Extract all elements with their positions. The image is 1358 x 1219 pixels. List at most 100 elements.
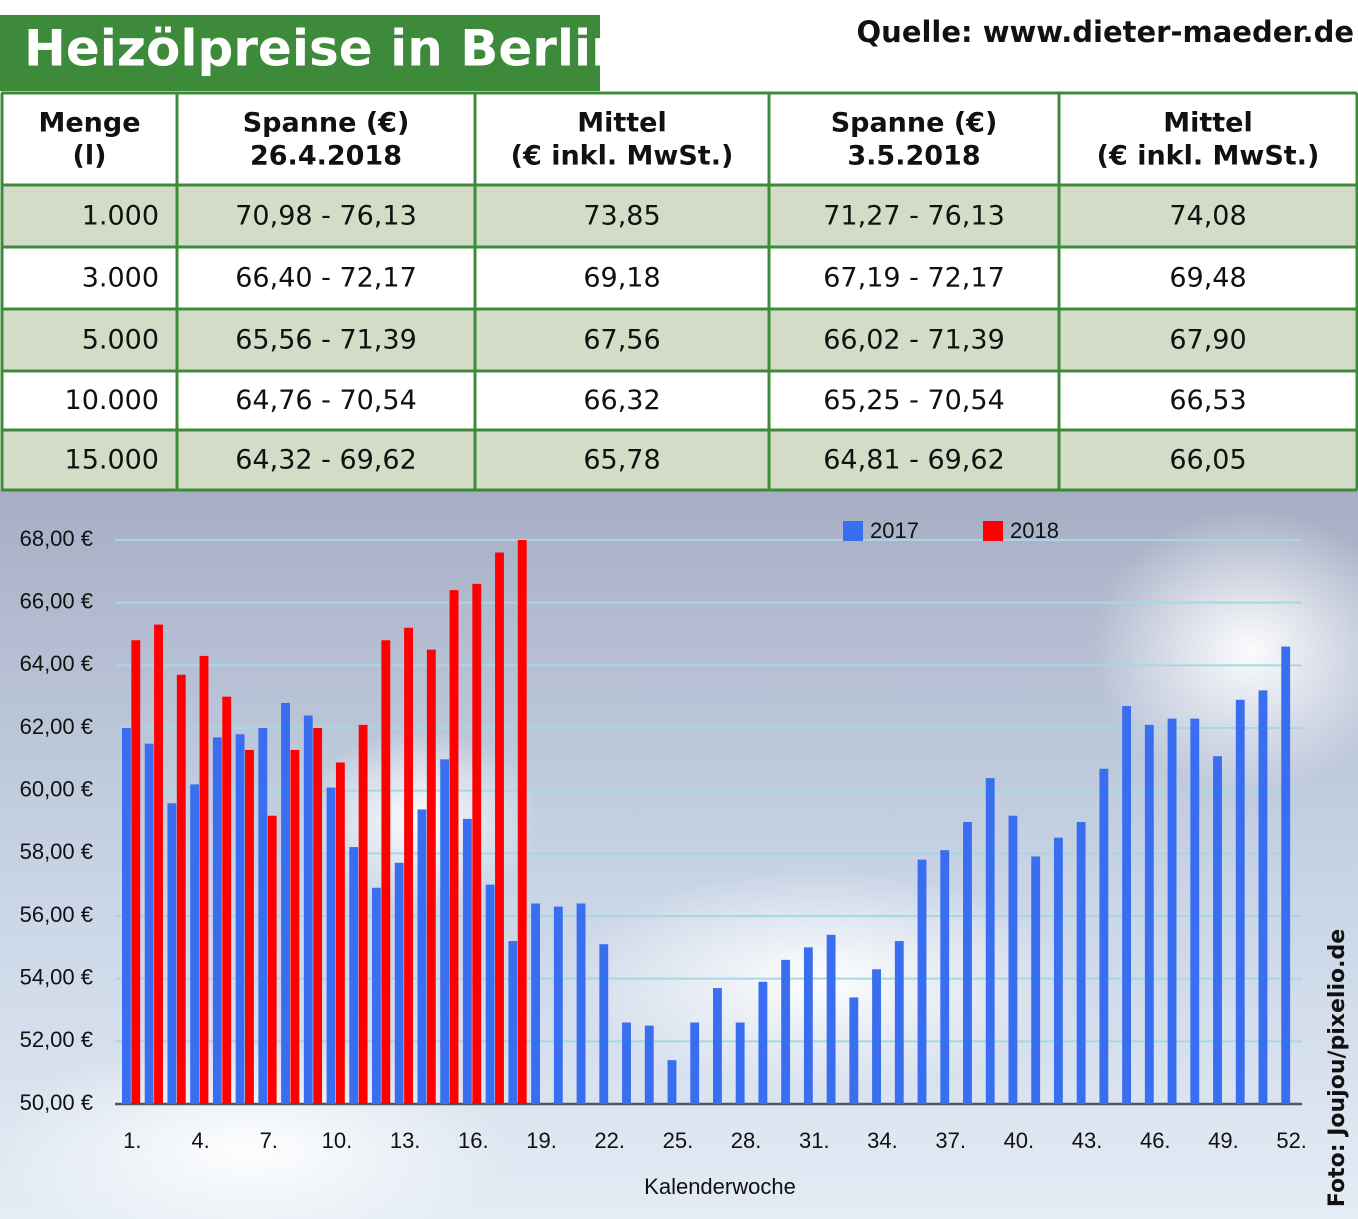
table-row-bg xyxy=(2,185,1357,247)
bar xyxy=(358,724,368,1104)
source: Quelle: www.dieter-maeder.de xyxy=(857,15,1354,49)
bar xyxy=(495,552,504,1104)
cloud xyxy=(560,870,1080,1090)
table-header: Spanne (€) xyxy=(831,108,998,139)
y-tick-label: 62,00 € xyxy=(20,714,93,739)
x-tick-label: 52. xyxy=(1276,1128,1307,1153)
bar xyxy=(713,988,722,1104)
table-header: Menge xyxy=(38,108,140,139)
table-cell: 3.000 xyxy=(82,263,159,294)
x-axis-title: Kalenderwoche xyxy=(644,1174,796,1199)
bar xyxy=(1144,724,1154,1104)
bar xyxy=(190,784,200,1104)
bar xyxy=(1008,815,1018,1104)
x-tick-label: 16. xyxy=(458,1128,489,1153)
bar xyxy=(599,944,609,1104)
bar xyxy=(222,696,232,1104)
bar xyxy=(1235,699,1245,1104)
bar xyxy=(803,947,813,1104)
bar xyxy=(417,809,427,1104)
bar xyxy=(372,887,381,1104)
photo-credit: Foto: Joujou/pixelio.de xyxy=(1325,929,1350,1207)
bar xyxy=(1258,690,1268,1104)
bar xyxy=(485,884,495,1104)
bar xyxy=(245,749,254,1104)
bar xyxy=(781,959,791,1104)
table-header-bg xyxy=(2,93,1357,185)
bar xyxy=(426,649,436,1104)
bar xyxy=(199,655,209,1104)
bar xyxy=(917,859,927,1104)
bar xyxy=(313,728,323,1104)
bar xyxy=(290,749,300,1104)
bar xyxy=(258,728,268,1104)
bar xyxy=(622,1022,631,1104)
x-tick-label: 25. xyxy=(663,1128,694,1153)
table-cell: 74,08 xyxy=(1169,201,1246,232)
table-cell: 69,18 xyxy=(583,263,660,294)
bar xyxy=(472,583,482,1104)
cloud xyxy=(1090,510,1358,790)
bar xyxy=(235,734,245,1104)
y-tick-label: 52,00 € xyxy=(20,1027,93,1052)
table-header: (l) xyxy=(73,141,107,172)
y-tick-label: 56,00 € xyxy=(20,902,93,927)
table-cell: 66,05 xyxy=(1169,445,1246,476)
bar xyxy=(281,702,290,1104)
legend-label: 2018 xyxy=(1010,518,1059,543)
table-header: Spanne (€) xyxy=(243,108,410,139)
table-row-bg xyxy=(2,371,1357,430)
table-header: (€ inkl. MwSt.) xyxy=(1097,141,1320,172)
table-cell: 66,32 xyxy=(583,385,660,416)
table-cell: 67,56 xyxy=(583,325,660,356)
table-cell: 67,19 - 72,17 xyxy=(823,263,1005,294)
table-header: 3.5.2018 xyxy=(847,141,980,172)
bar xyxy=(1281,646,1291,1104)
bar xyxy=(985,778,995,1104)
title-box xyxy=(0,15,600,91)
bar xyxy=(1053,837,1063,1104)
bar xyxy=(667,1060,677,1104)
table-header: (€ inkl. MwSt.) xyxy=(511,141,734,172)
bar xyxy=(644,1025,654,1104)
legend-swatch xyxy=(983,521,1003,541)
table-cell: 73,85 xyxy=(583,201,660,232)
table-cell: 71,27 - 76,13 xyxy=(823,201,1005,232)
x-tick-label: 43. xyxy=(1072,1128,1103,1153)
bar xyxy=(826,934,836,1104)
bar xyxy=(267,815,277,1104)
bar xyxy=(508,941,518,1104)
bar xyxy=(758,981,768,1104)
bar xyxy=(154,624,163,1104)
x-tick-label: 40. xyxy=(1004,1128,1035,1153)
y-tick-label: 50,00 € xyxy=(20,1090,93,1115)
bar xyxy=(167,803,177,1104)
table-header: Mittel xyxy=(577,108,667,139)
bar xyxy=(963,822,972,1104)
y-tick-label: 58,00 € xyxy=(20,839,93,864)
bar xyxy=(531,903,541,1104)
x-tick-label: 4. xyxy=(191,1128,209,1153)
bar xyxy=(381,640,391,1104)
table-cell: 15.000 xyxy=(65,445,159,476)
bar xyxy=(131,640,141,1104)
bar xyxy=(576,903,586,1104)
bar xyxy=(212,737,222,1104)
bar xyxy=(404,627,413,1104)
bar xyxy=(1076,822,1086,1104)
bar xyxy=(1122,706,1132,1104)
x-tick-label: 49. xyxy=(1208,1128,1239,1153)
bar xyxy=(326,787,336,1104)
bar xyxy=(394,862,404,1104)
bar xyxy=(176,674,186,1104)
x-tick-label: 10. xyxy=(322,1128,353,1153)
bar xyxy=(349,847,359,1104)
bar xyxy=(440,759,450,1104)
bar xyxy=(449,590,459,1104)
bar xyxy=(144,743,154,1104)
bar xyxy=(690,1022,700,1104)
y-tick-label: 68,00 € xyxy=(20,526,93,551)
x-tick-label: 19. xyxy=(526,1128,557,1153)
legend-label: 2017 xyxy=(870,518,919,543)
bar xyxy=(1190,718,1200,1104)
